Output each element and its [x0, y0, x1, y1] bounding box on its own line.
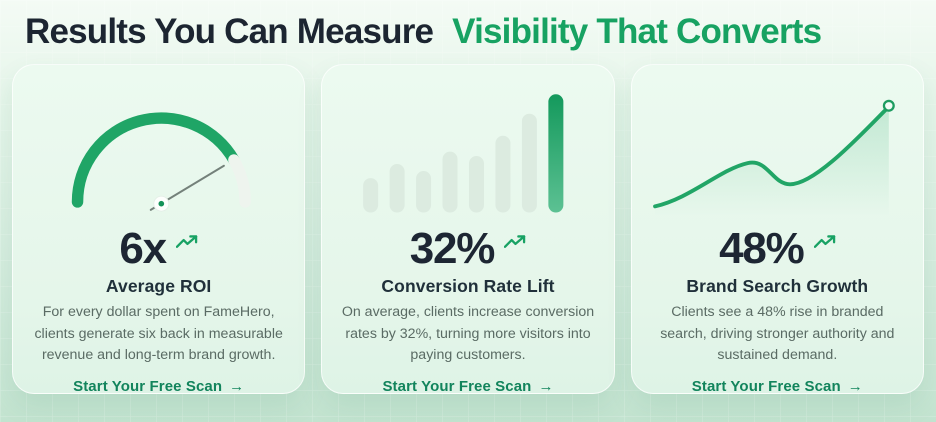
line-chart-svg [652, 100, 895, 217]
trending-up-icon [175, 235, 198, 249]
stats-cards: 6x Average ROI For every dollar spent on… [12, 64, 924, 395]
start-free-scan-link[interactable]: Start Your Free Scan → [73, 377, 245, 395]
section-heading: Results You Can Measure Visibility That … [25, 12, 924, 52]
arrow-right-icon: → [229, 377, 245, 395]
card-brand-search-growth: 48% Brand Search Growth Clients see a 48… [630, 64, 924, 395]
metric-row: 32% [338, 226, 597, 274]
card-description: For every dollar spent on FameHero, clie… [34, 304, 283, 364]
trending-up-icon [504, 235, 526, 249]
card-conversion-rate-lift: 32% Conversion Rate Lift On average, cli… [321, 64, 615, 395]
metric-row: 48% [648, 226, 907, 274]
cta-label: Start Your Free Scan [382, 377, 532, 395]
metric-value: 32% [409, 224, 496, 274]
cta-label: Start Your Free Scan [73, 377, 223, 395]
bar-chart-svg [363, 94, 564, 213]
bar-group [363, 94, 564, 213]
bar-chart [338, 73, 597, 225]
card-title: Conversion Rate Lift [381, 276, 555, 297]
card-average-roi: 6x Average ROI For every dollar spent on… [12, 64, 306, 395]
cta-label: Start Your Free Scan [691, 377, 841, 395]
arrow-right-icon: → [847, 377, 863, 395]
line-end-marker [882, 100, 895, 113]
gauge-chart-svg [71, 112, 251, 212]
start-free-scan-link[interactable]: Start Your Free Scan → [691, 377, 863, 395]
line-chart [648, 73, 907, 225]
metric-value: 6x [119, 224, 167, 274]
heading-green: Visibility That Converts [452, 12, 822, 51]
card-description: On average, clients increase conversion … [341, 304, 595, 364]
trending-up-icon [813, 235, 835, 249]
card-title: Average ROI [105, 276, 212, 297]
results-section: Results You Can Measure Visibility That … [12, 12, 924, 395]
start-free-scan-link[interactable]: Start Your Free Scan → [382, 377, 554, 395]
line-path [652, 104, 891, 209]
heading-dark: Results You Can Measure [25, 12, 434, 51]
metric-row: 6x [29, 226, 288, 274]
card-description: Clients see a 48% rise in branded search… [660, 304, 895, 364]
arrow-right-icon: → [538, 377, 554, 395]
card-title: Brand Search Growth [686, 276, 869, 297]
gauge-chart [29, 73, 288, 225]
metric-value: 48% [719, 224, 805, 274]
